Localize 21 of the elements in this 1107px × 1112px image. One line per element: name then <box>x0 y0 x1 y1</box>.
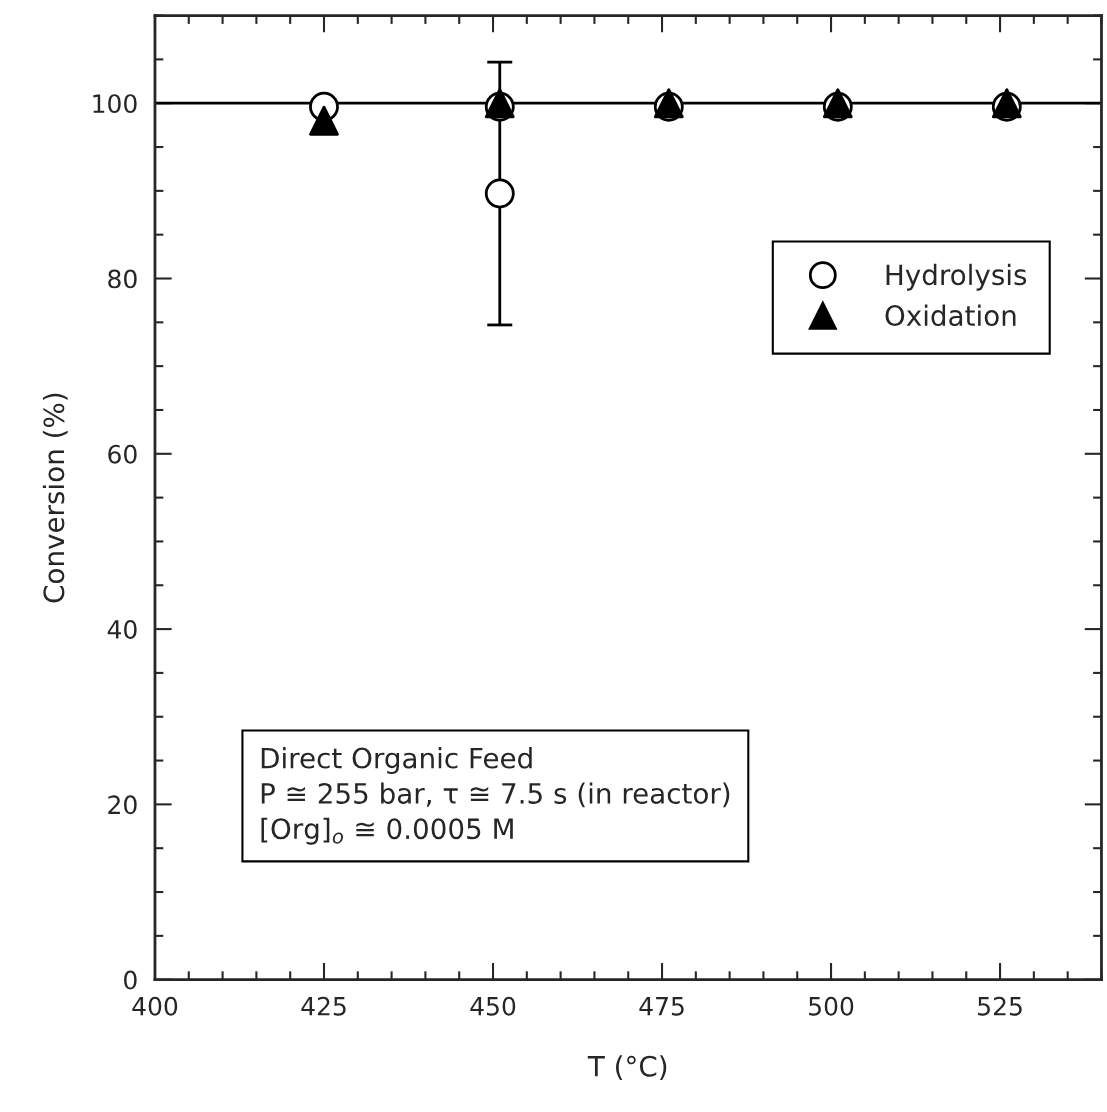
annotation: P ≅ 255 bar, τ ≅ 7.5 s (in reactor) <box>261 782 730 808</box>
x-tick-label: 500 <box>809 996 854 1016</box>
x-tick-label: 425 <box>301 996 346 1016</box>
legend-label: Oxidation <box>885 304 1016 327</box>
x-tick-label: 400 <box>132 996 178 1016</box>
legend-label: Hydrolysis <box>886 263 1027 291</box>
x-tick-label: 450 <box>470 996 516 1016</box>
y-tick-label: 80 <box>108 269 137 289</box>
annotation: [Org]$_{o}$ ≅ 0.0005 M <box>261 817 513 845</box>
point <box>309 105 339 136</box>
y-tick-label: 20 <box>108 795 137 815</box>
y-tick-label: 100 <box>93 94 137 114</box>
x-tick-label: 475 <box>639 997 684 1016</box>
y-tick-label: 60 <box>108 444 137 464</box>
y-tick-label: 40 <box>107 620 137 639</box>
annotation: Direct Organic Feed <box>261 747 532 774</box>
x-axis-title: T (°C) <box>587 1055 667 1081</box>
y-axis-title: Conversion (%) <box>42 393 68 603</box>
x-tick-label: 525 <box>978 996 1022 1016</box>
y-tick-label: 0 <box>124 970 137 990</box>
point <box>484 178 515 209</box>
